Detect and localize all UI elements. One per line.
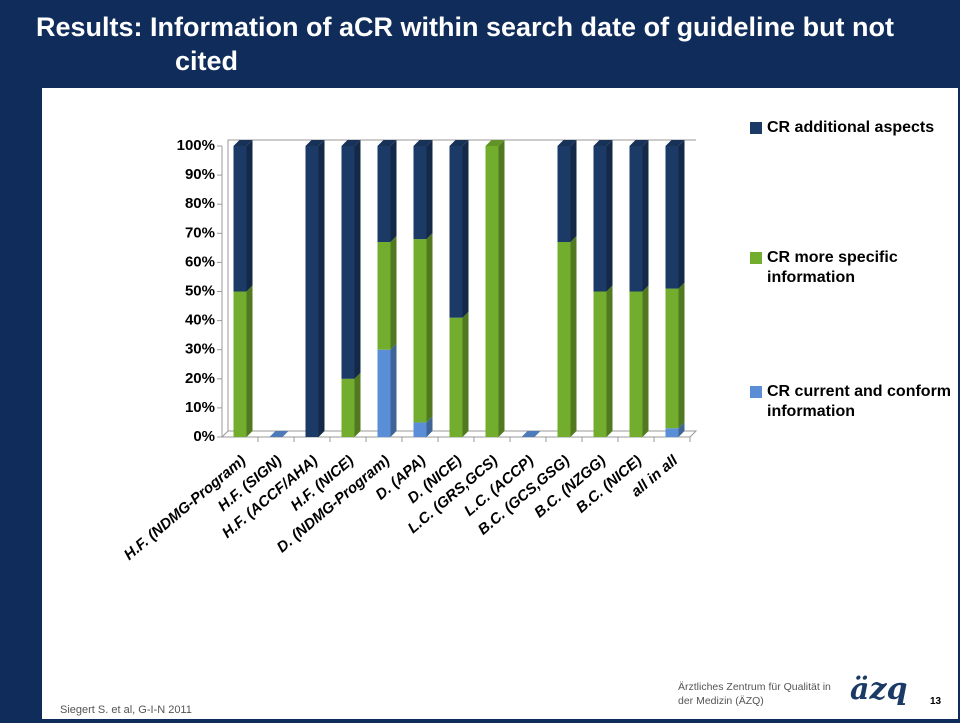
bar-top: [665, 140, 685, 146]
bar-side: [606, 140, 613, 292]
bar-side: [426, 140, 433, 240]
bar-top: [377, 140, 397, 146]
bar-segment: [665, 428, 679, 437]
legend-label: CR more specific information: [767, 249, 898, 286]
bar-segment: [629, 291, 643, 437]
bar-side: [606, 285, 613, 437]
bar-side: [678, 422, 685, 437]
bar-side: [246, 140, 253, 292]
bar-top: [557, 140, 577, 146]
legend-item: CR more specific information: [750, 248, 960, 288]
bar-segment: [629, 146, 643, 292]
legend-item: CR current and conform information: [750, 382, 960, 422]
legend-swatch: [750, 122, 762, 134]
bar-side: [570, 140, 577, 243]
bar-segment: [413, 146, 427, 240]
bar-side: [390, 140, 397, 243]
bar-side: [678, 140, 685, 289]
bar-segment: [485, 146, 499, 437]
bar-segment: [377, 242, 391, 350]
bar-side: [390, 236, 397, 350]
bar-side: [426, 416, 433, 437]
y-tick-label: 60%: [185, 253, 215, 270]
page-number: 13: [930, 696, 942, 707]
bar-top: [485, 140, 505, 146]
bar-segment: [233, 291, 247, 437]
y-tick-label: 80%: [185, 195, 215, 212]
bar-side: [318, 140, 325, 437]
bar-segment: [449, 146, 463, 318]
bar-segment: [665, 146, 679, 289]
bar-top: [629, 140, 649, 146]
bar-top: [413, 140, 433, 146]
y-tick-label: 40%: [185, 312, 215, 329]
bar-side: [390, 343, 397, 437]
bar-segment: [233, 146, 247, 292]
bar-segment: [557, 146, 571, 243]
y-tick-label: 10%: [185, 399, 215, 416]
bar-segment: [593, 146, 607, 292]
bar-side: [354, 140, 361, 379]
bar-top: [269, 431, 289, 437]
logo: äzq: [850, 672, 908, 707]
y-tick-label: 90%: [185, 166, 215, 183]
bar-segment: [413, 422, 427, 437]
legend-swatch: [750, 386, 762, 398]
legend-label: CR current and conform information: [767, 383, 952, 420]
y-tick-label: 30%: [185, 341, 215, 358]
citation: Siegert S. et al, G-I-N 2011: [60, 704, 192, 716]
bar-top: [341, 140, 361, 146]
y-tick-label: 20%: [185, 370, 215, 387]
bar-side: [642, 285, 649, 437]
bar-side: [498, 140, 505, 437]
legend-item: CR additional aspects: [750, 118, 960, 138]
bar-segment: [665, 288, 679, 429]
bar-segment: [413, 239, 427, 423]
bar-segment: [341, 378, 355, 437]
bar-side: [570, 236, 577, 437]
bar-segment: [557, 242, 571, 437]
bar-segment: [449, 317, 463, 437]
y-tick-label: 100%: [177, 137, 215, 154]
bar-top: [233, 140, 253, 146]
bar-segment: [377, 146, 391, 243]
legend-swatch: [750, 252, 762, 264]
bar-side: [462, 311, 469, 437]
y-tick-label: 50%: [185, 282, 215, 299]
bar-segment: [593, 291, 607, 437]
bar-top: [305, 140, 325, 146]
bar-side: [642, 140, 649, 292]
bar-side: [462, 140, 469, 318]
bar-segment: [377, 349, 391, 437]
bar-top: [521, 431, 541, 437]
bar-side: [426, 233, 433, 423]
bar-segment: [341, 146, 355, 379]
bar-side: [246, 285, 253, 437]
bar-top: [593, 140, 613, 146]
bar-side: [354, 372, 361, 437]
bar-side: [678, 282, 685, 429]
slide-title: Results: Information of aCR within searc…: [36, 12, 895, 76]
legend-label: CR additional aspects: [767, 119, 935, 136]
bar-top: [449, 140, 469, 146]
y-tick-label: 0%: [193, 428, 215, 445]
bar-segment: [305, 146, 319, 437]
y-tick-label: 70%: [185, 224, 215, 241]
organization: Ärztliches Zentrum für Qualität in der M…: [678, 681, 831, 707]
